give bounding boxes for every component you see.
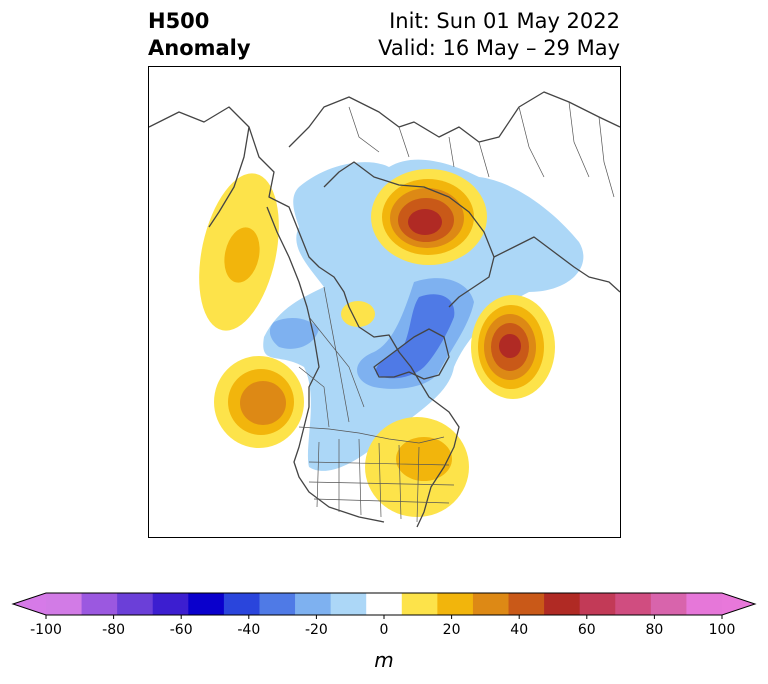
title-variable: H500 bbox=[148, 9, 210, 33]
colorbar-ticks: -100 -80 -60 -40 -20 0 20 40 60 80 100 bbox=[30, 615, 735, 638]
gulf-of-alaska-contour-20 bbox=[224, 227, 260, 283]
colorbar-extend-over bbox=[722, 593, 755, 615]
colorbar-tick-label: -20 bbox=[305, 622, 328, 638]
coastlines bbox=[149, 91, 620, 528]
eurasia-borders bbox=[348, 101, 615, 198]
colorbar-unit: m bbox=[374, 648, 393, 672]
arctic-coastline bbox=[323, 161, 495, 308]
anomaly-map bbox=[148, 66, 621, 538]
colorbar-tick-label: 60 bbox=[578, 622, 596, 638]
north-america-coastline bbox=[149, 106, 460, 528]
colorbar-tick-label: 20 bbox=[443, 622, 461, 638]
colorbar-segment bbox=[81, 593, 118, 615]
colorbar-tick-label: -60 bbox=[170, 622, 193, 638]
canada-province-borders bbox=[298, 286, 365, 428]
eurasia-coastline bbox=[288, 91, 620, 148]
state-borders bbox=[308, 438, 455, 523]
colorbar-segment bbox=[472, 593, 510, 615]
colorbar-segment bbox=[366, 593, 403, 615]
colorbar-segment bbox=[152, 593, 189, 615]
aleutian-coastline bbox=[208, 126, 250, 228]
europe-coastline bbox=[493, 236, 620, 293]
north-pacific-contour-30 bbox=[240, 381, 286, 425]
colorbar-tick-label: 40 bbox=[510, 622, 528, 638]
colorbar-tick-label: -40 bbox=[237, 622, 260, 638]
colorbar-tick-label: -100 bbox=[30, 622, 62, 638]
colorbar-tick-label: -80 bbox=[102, 622, 125, 638]
colorbar-segment bbox=[615, 593, 652, 615]
colorbar-segment bbox=[259, 593, 296, 615]
colorbar-segment bbox=[117, 593, 154, 615]
us-canada-border bbox=[298, 426, 445, 444]
greenland-coastline bbox=[373, 328, 450, 380]
colorbar-extend-under bbox=[13, 593, 46, 615]
colorbar-segment bbox=[579, 593, 616, 615]
anomaly-contour-minus20-west bbox=[269, 317, 319, 349]
colorbar: -100 -80 -60 -40 -20 0 20 40 60 80 100 m bbox=[11, 592, 757, 672]
colorbar-segment bbox=[295, 593, 332, 615]
title-field: Anomaly bbox=[148, 36, 251, 60]
colorbar-segment bbox=[508, 593, 545, 615]
siberia-contour-50 bbox=[408, 209, 442, 235]
colorbar-segment bbox=[401, 593, 438, 615]
init-time: Init: Sun 01 May 2022 bbox=[389, 9, 620, 33]
colorbar-segments bbox=[11, 592, 757, 616]
colorbar-tick-label: 0 bbox=[380, 622, 389, 638]
valid-period: Valid: 16 May – 29 May bbox=[378, 36, 620, 60]
colorbar-tick-label: 80 bbox=[645, 622, 663, 638]
map-title: H500 Anomaly bbox=[148, 8, 251, 62]
colorbar-tick-label: 100 bbox=[709, 622, 736, 638]
atlantic-contour-50 bbox=[499, 334, 521, 358]
colorbar-segment bbox=[188, 593, 225, 615]
colorbar-segment bbox=[544, 593, 581, 615]
political-borders bbox=[298, 101, 615, 523]
colorbar-segment bbox=[223, 593, 260, 615]
anomaly-contour-minus10-arctic bbox=[327, 214, 360, 244]
colorbar-segment bbox=[46, 593, 83, 615]
colorbar-segment bbox=[650, 593, 687, 615]
pacific-coastline bbox=[266, 206, 385, 523]
colorbar-segment bbox=[686, 593, 723, 615]
eastern-us-contour-20 bbox=[396, 437, 452, 481]
arctic-contour-10 bbox=[341, 301, 375, 327]
map-canvas bbox=[149, 91, 620, 528]
forecast-info: Init: Sun 01 May 2022 Valid: 16 May – 29… bbox=[378, 8, 620, 62]
colorbar-segment bbox=[437, 593, 474, 615]
colorbar-segment bbox=[330, 593, 367, 615]
